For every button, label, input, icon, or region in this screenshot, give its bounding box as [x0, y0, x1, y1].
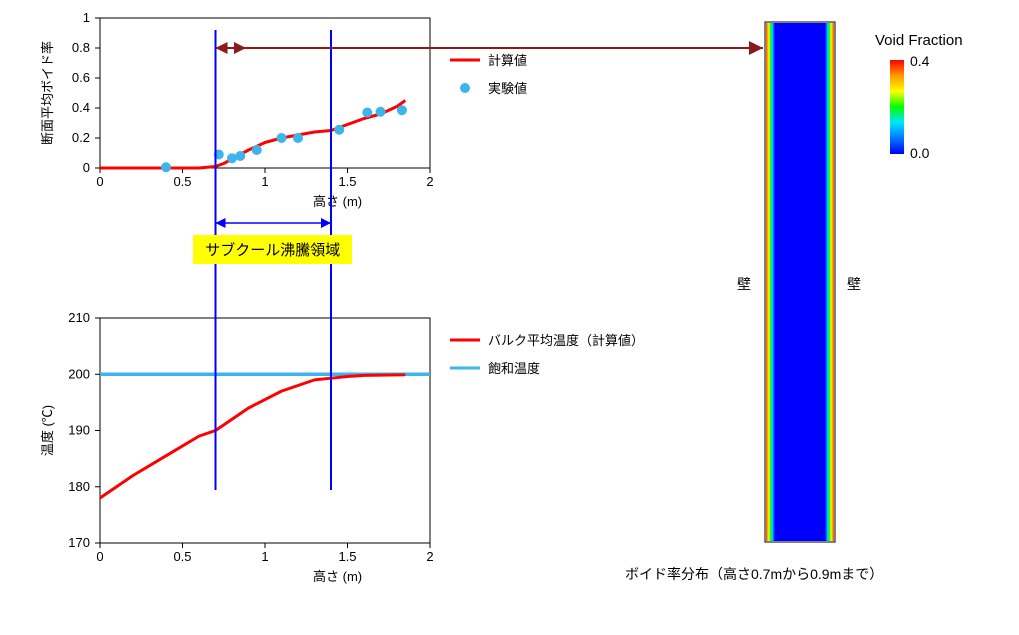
wall-label-left: 壁 [737, 274, 751, 294]
colorbar-title: Void Fraction [875, 32, 963, 49]
colorbar-label-min: 0.0 [910, 145, 929, 161]
wall-label-right: 壁 [847, 274, 861, 294]
colorbar-label-max: 0.4 [910, 53, 929, 69]
contour-caption: ボイド率分布（高さ0.7mから0.9mまで） [625, 564, 883, 584]
contour-panel [0, 0, 1019, 635]
